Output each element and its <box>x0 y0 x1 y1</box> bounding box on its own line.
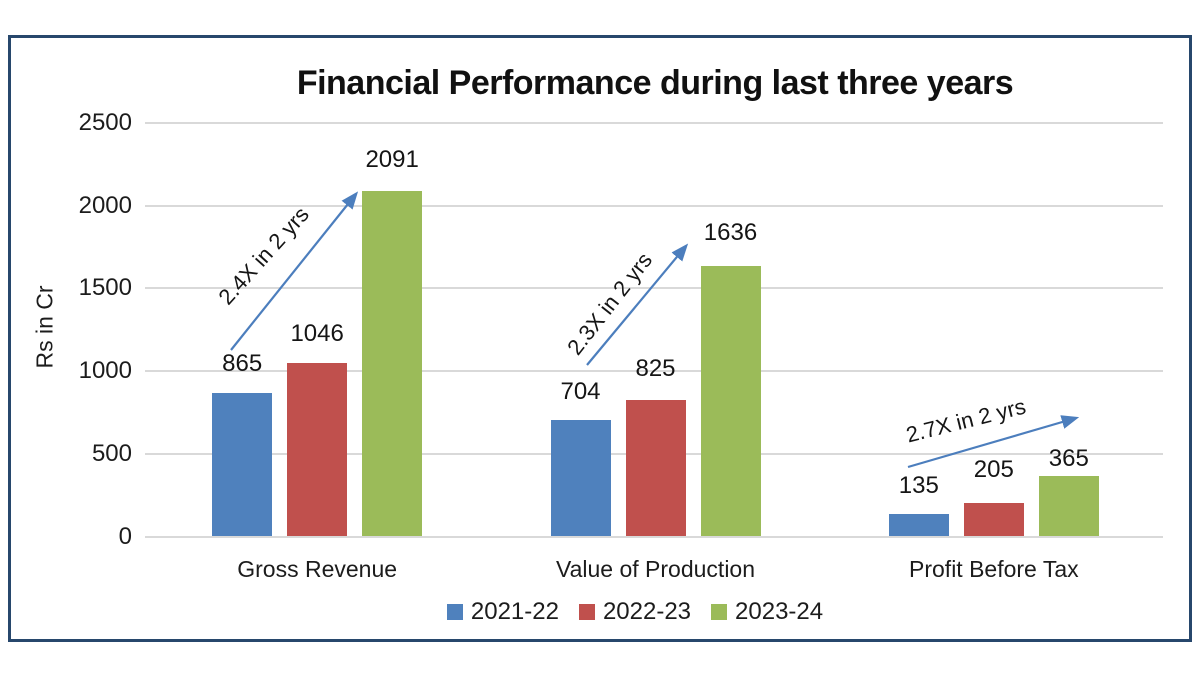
bar-2021-22-gross-revenue <box>212 393 273 537</box>
bar-2023-24-value-of-production <box>700 265 761 537</box>
bar-2022-23-value-of-production <box>625 400 686 537</box>
value-label-2022-23-value-of-production: 825 <box>635 355 676 383</box>
legend: 2021-22 2022-23 2023-24 <box>35 598 1200 626</box>
chart-title: Financial Performance during last three … <box>296 64 1014 102</box>
y-tick-label-500: 500 <box>91 439 132 467</box>
bar-2022-23-profit-before-tax <box>963 502 1024 537</box>
bar-2021-22-value-of-production <box>550 420 611 537</box>
legend-item-2021-22: 2021-22 <box>446 598 559 626</box>
y-tick-label-1000: 1000 <box>78 357 132 385</box>
legend-label-2021-22: 2021-22 <box>470 598 559 625</box>
value-label-2021-22-value-of-production: 704 <box>560 378 601 406</box>
y-tick-label-0: 0 <box>118 522 132 550</box>
value-label-2021-22-gross-revenue: 865 <box>222 350 263 378</box>
bar-2022-23-gross-revenue <box>287 363 348 537</box>
value-label-2023-24-profit-before-tax: 365 <box>1048 445 1089 473</box>
value-label-2021-22-profit-before-tax: 135 <box>898 472 939 500</box>
legend-swatch-2021-22 <box>446 604 463 620</box>
legend-swatch-2022-23 <box>578 604 595 620</box>
bar-2021-22-profit-before-tax <box>888 514 949 537</box>
value-label-2023-24-gross-revenue: 2091 <box>365 145 419 173</box>
category-label-value-of-production: Value of Production <box>555 556 756 582</box>
legend-swatch-2023-24 <box>711 604 728 620</box>
legend-item-2022-23: 2022-23 <box>578 598 692 626</box>
gridline-1500 <box>145 287 1163 290</box>
value-label-2023-24-value-of-production: 1636 <box>703 218 758 246</box>
legend-label-2023-24: 2023-24 <box>735 598 824 625</box>
bar-2023-24-profit-before-tax <box>1038 476 1099 537</box>
category-label-gross-revenue: Gross Revenue <box>237 556 398 582</box>
y-tick-label-2000: 2000 <box>78 191 132 219</box>
y-tick-label-2500: 2500 <box>78 109 132 136</box>
gridline-2500 <box>145 122 1163 124</box>
legend-item-2023-24: 2023-24 <box>711 598 823 626</box>
gridline-1000 <box>145 370 1163 373</box>
chart-frame <box>8 35 1192 642</box>
category-label-profit-before-tax: Profit Before Tax <box>909 556 1079 582</box>
value-label-2022-23-gross-revenue: 1046 <box>290 320 344 348</box>
y-tick-label-1500: 1500 <box>78 274 132 302</box>
legend-label-2022-23: 2022-23 <box>602 598 692 625</box>
gridline-2000 <box>145 204 1163 207</box>
gridline-0 <box>145 535 1163 538</box>
bar-2023-24-gross-revenue <box>362 190 423 537</box>
